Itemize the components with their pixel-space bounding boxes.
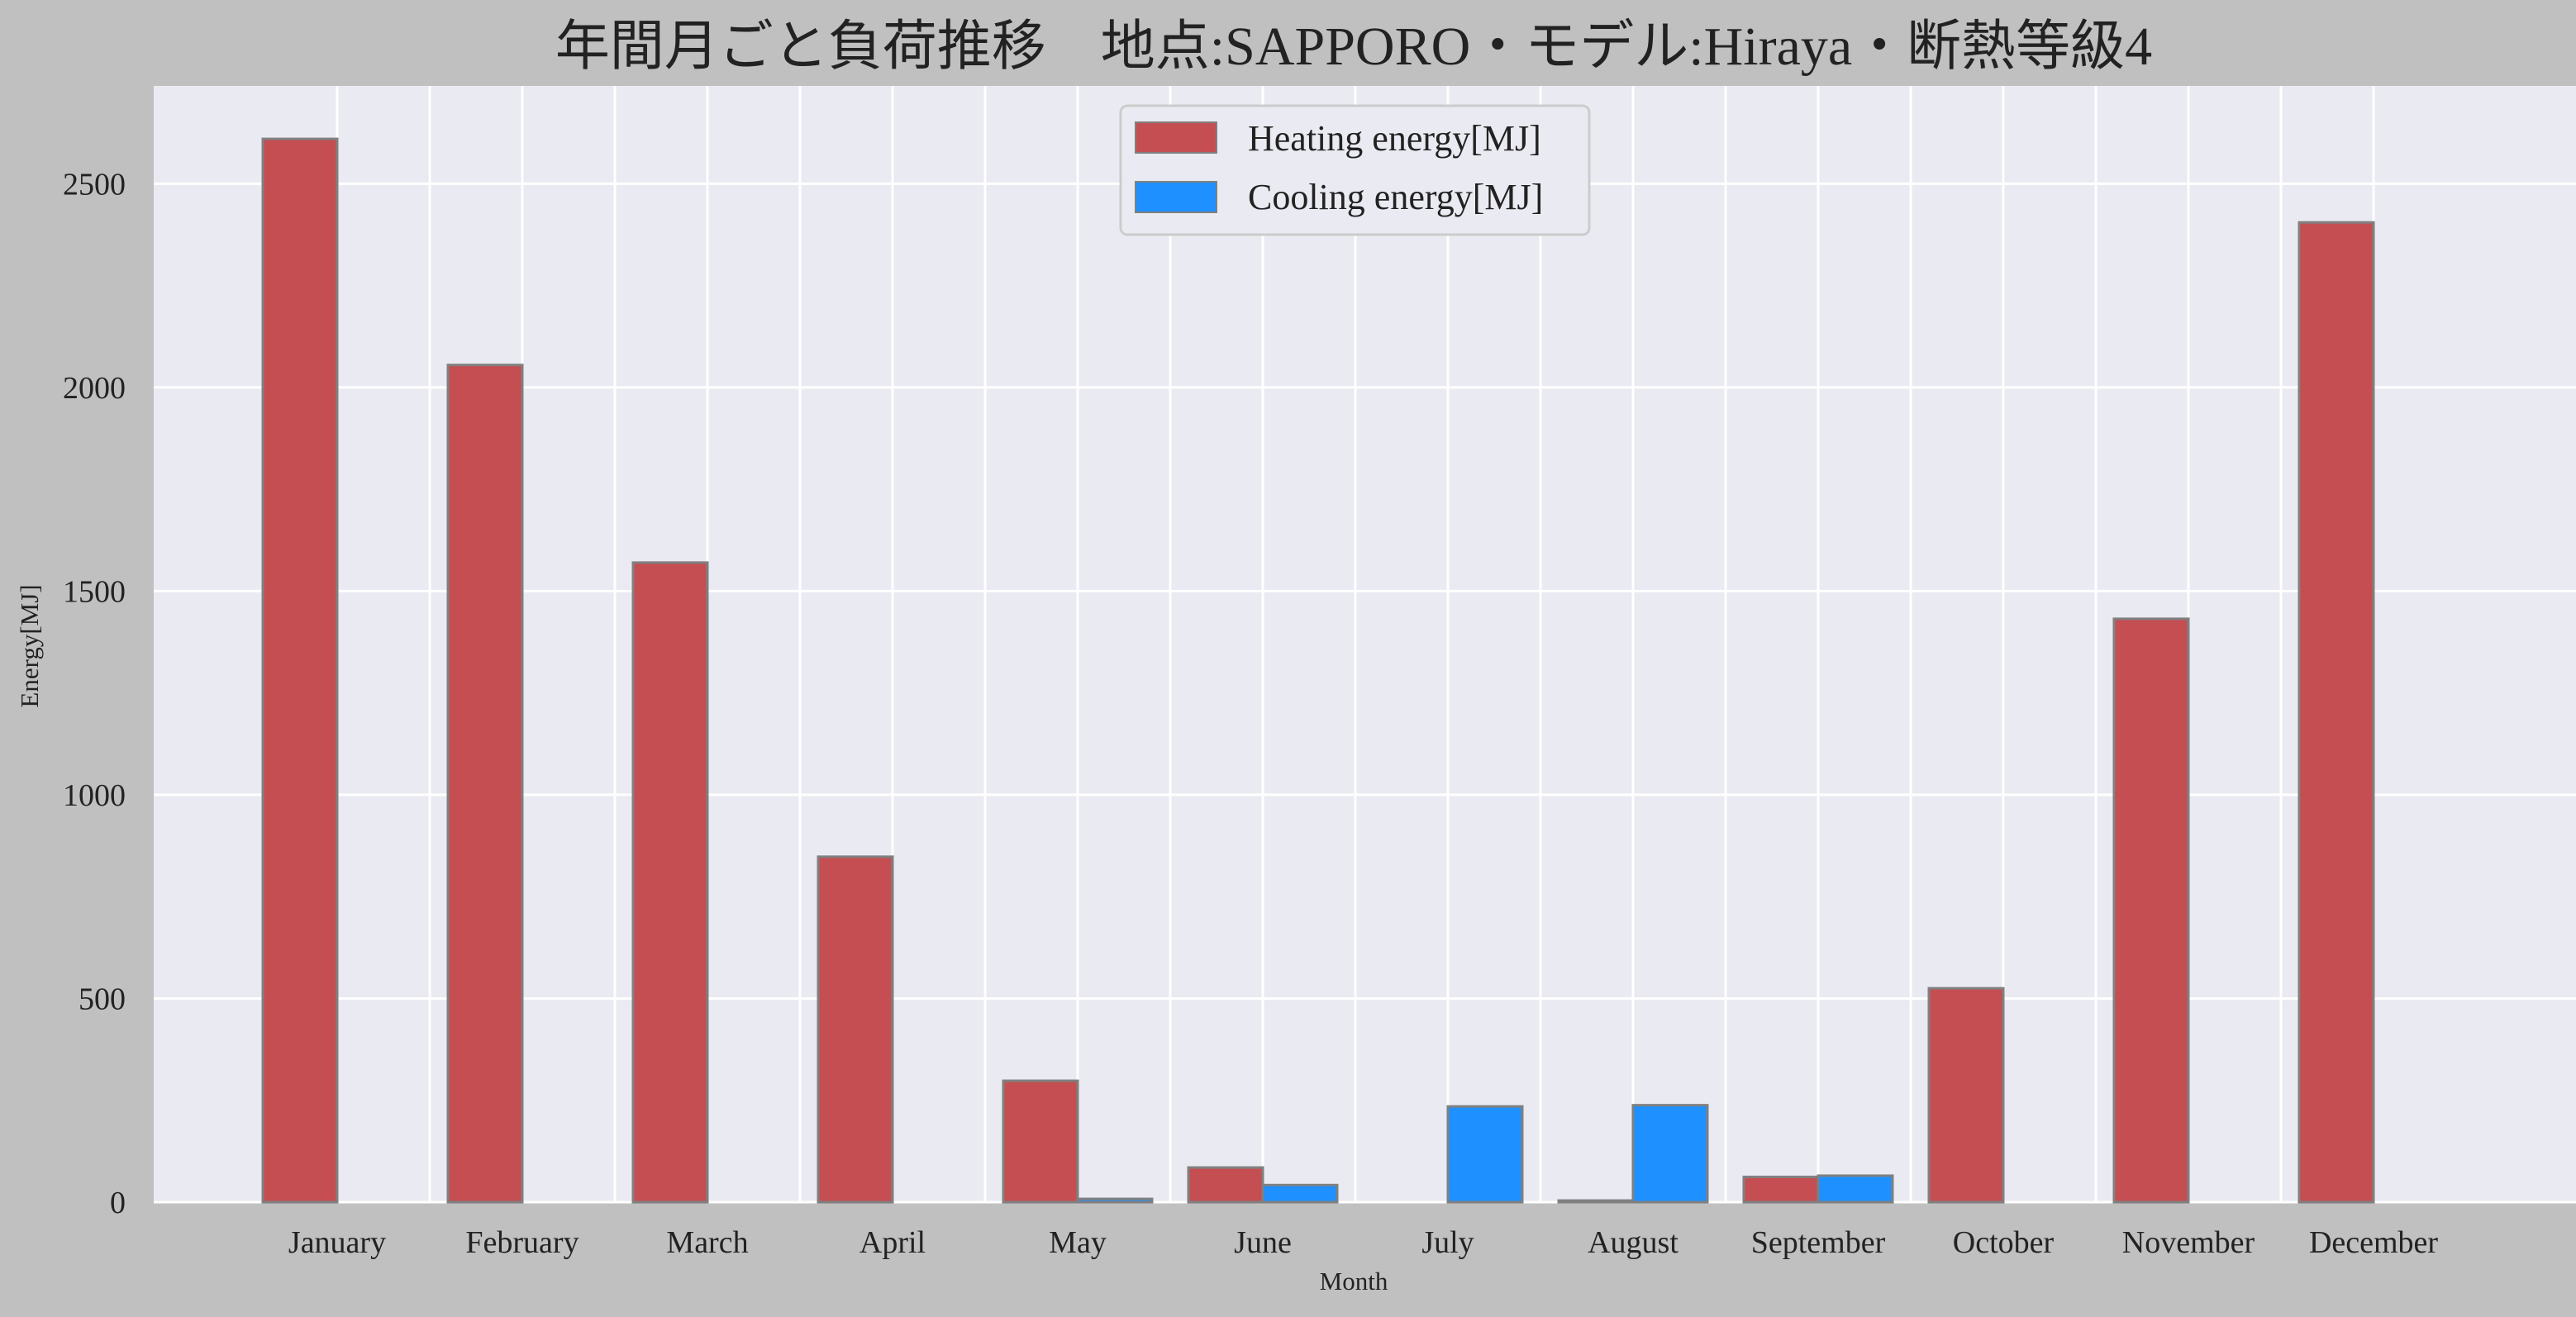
bar-heating-march (631, 561, 709, 1204)
x-tick-label: June (1234, 1225, 1292, 1260)
bar-cooling-september (1817, 1174, 1894, 1204)
x-axis-label: Month (1320, 1267, 1388, 1296)
bar-cooling-july (1446, 1105, 1524, 1204)
y-tick-label: 2000 (63, 371, 126, 406)
bar-heating-november (2112, 617, 2190, 1204)
legend-label-cooling: Cooling energy[MJ] (1248, 177, 1543, 217)
legend-label-heating: Heating energy[MJ] (1248, 118, 1541, 159)
bar-heating-january (261, 137, 339, 1204)
x-tick-labels: January February March April May June July Augu… (288, 1225, 2438, 1260)
x-tick-label: August (1588, 1225, 1678, 1260)
x-tick-label: September (1751, 1225, 1886, 1260)
bar-heating-february (446, 364, 524, 1204)
x-tick-label: March (666, 1225, 748, 1260)
legend-swatch-heating (1135, 121, 1217, 154)
x-tick-label: December (2309, 1225, 2438, 1260)
y-tick-labels: 0 500 1000 1500 2000 2500 (63, 167, 126, 1220)
bar-heating-april (817, 855, 894, 1204)
y-tick-label: 1500 (63, 574, 126, 609)
chart-title: 年間月ごと負荷推移 地点:SAPPORO・モデル:Hiraya・断熱等級4 (555, 17, 2152, 77)
bar-heating-october (1927, 987, 2005, 1204)
y-tick-label: 500 (79, 982, 126, 1016)
legend-box (1119, 104, 1591, 236)
legend-swatch-cooling (1135, 181, 1217, 213)
bar-heating-may (1002, 1079, 1079, 1204)
y-tick-label: 1000 (63, 778, 126, 813)
bar-cooling-june (1261, 1183, 1339, 1204)
y-axis-label: Energy[MJ] (15, 584, 44, 707)
bar-cooling-august (1631, 1104, 1709, 1204)
x-tick-label: April (859, 1225, 926, 1260)
y-tick-label: 0 (110, 1186, 126, 1220)
x-tick-label: October (1953, 1225, 2055, 1260)
x-tick-label: November (2122, 1225, 2255, 1260)
x-tick-label: May (1049, 1225, 1107, 1260)
legend: Heating energy[MJ] Cooling energy[MJ] (1119, 104, 1591, 236)
bars (261, 137, 2375, 1204)
x-tick-label: February (465, 1225, 579, 1260)
x-tick-label: July (1421, 1225, 1474, 1260)
bar-heating-september (1742, 1175, 1820, 1204)
bar-heating-december (2297, 221, 2375, 1204)
bar-cooling-may (1076, 1197, 1154, 1204)
x-tick-label: January (288, 1225, 386, 1260)
bar-heating-august (1557, 1199, 1635, 1204)
y-tick-label: 2500 (63, 167, 126, 202)
bar-heating-june (1187, 1166, 1264, 1204)
